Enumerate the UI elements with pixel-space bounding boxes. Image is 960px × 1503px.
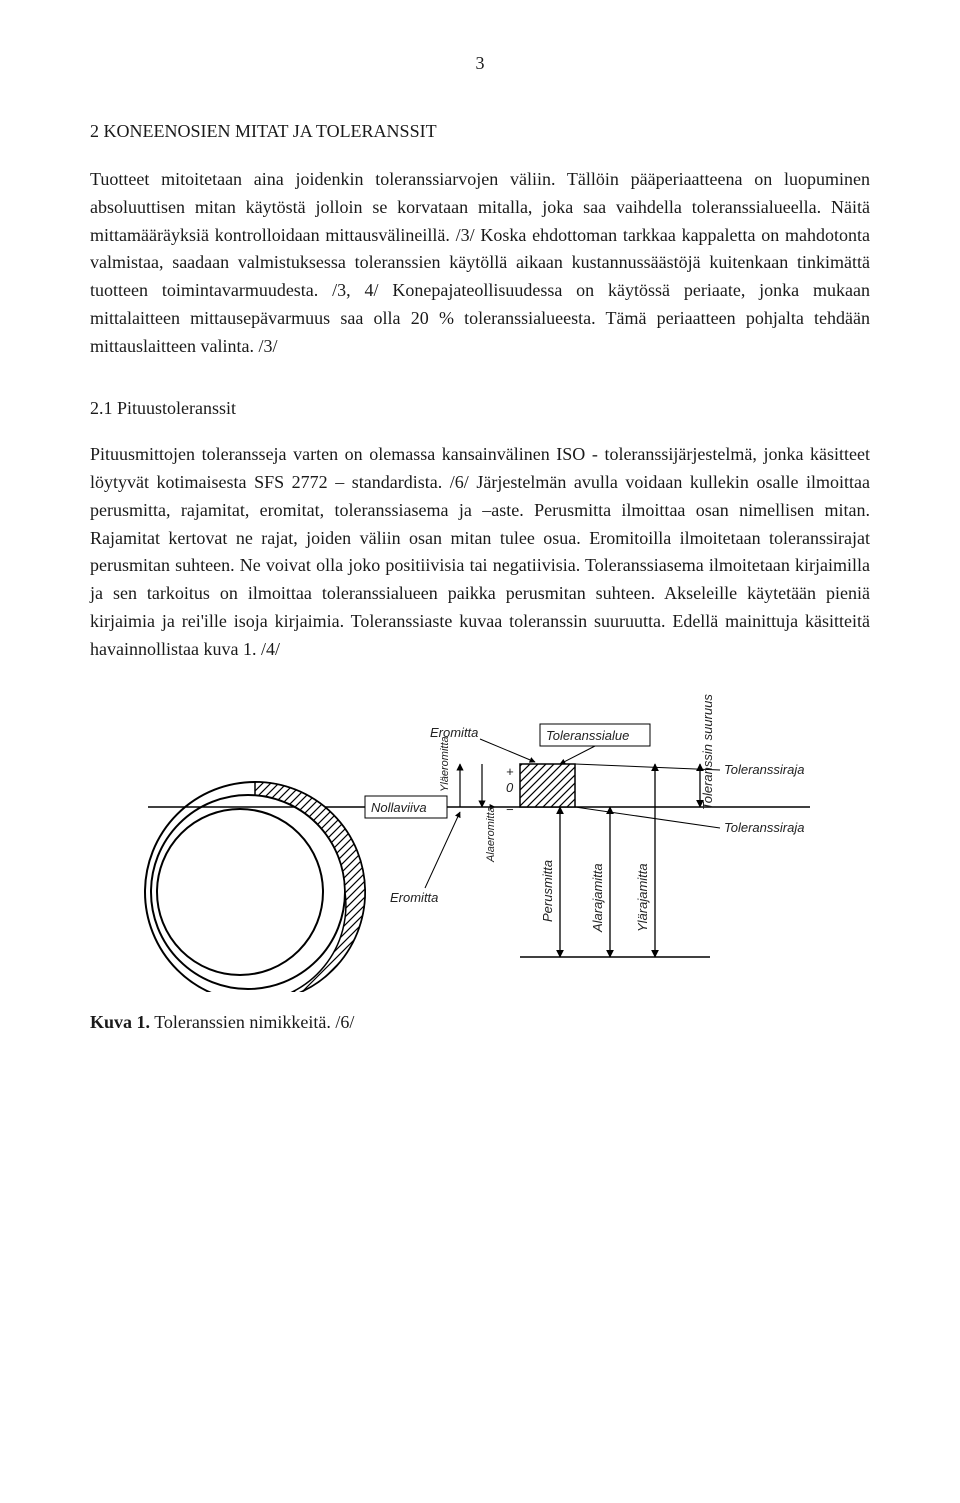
figure-1-caption: Kuva 1. Toleranssien nimikkeitä. /6/ <box>90 1009 870 1037</box>
paragraph-1: Tuotteet mitoitetaan aina joidenkin tole… <box>90 166 870 361</box>
ylarajamitta-label: Ylärajamitta <box>635 863 650 932</box>
eromitta-top-label: Eromitta <box>430 725 478 740</box>
figure-1-caption-number: Kuva 1. <box>90 1012 150 1032</box>
page: 3 2 KONEENOSIEN MITAT JA TOLERANSSIT Tuo… <box>0 0 960 1077</box>
zero-label: 0 <box>506 780 514 795</box>
figure-1-caption-text: Toleranssien nimikkeitä. /6/ <box>150 1012 354 1032</box>
figure-1: + 0 − Eromitta Toleranssialue Toleranssi… <box>90 692 870 1001</box>
heading-section-2: 2 KONEENOSIEN MITAT JA TOLERANSSIT <box>90 118 870 146</box>
alarajamitta-label: Alarajamitta <box>590 863 605 933</box>
perusmitta-label: Perusmitta <box>540 860 555 922</box>
ylaeromitta-label: Yläeromitta <box>439 736 451 792</box>
circles-icon <box>145 782 365 992</box>
nollaviiva-label: Nollaviiva <box>371 800 427 815</box>
tolerance-area-icon <box>520 764 575 807</box>
toleranssiraja-top-label: Toleranssiraja <box>724 762 804 777</box>
tolerance-diagram: + 0 − Eromitta Toleranssialue Toleranssi… <box>90 692 870 992</box>
toleranssin-suuruus-label: Toleranssin suuruus <box>700 694 715 810</box>
paragraph-2: Pituusmittojen toleransseja varten on ol… <box>90 441 870 664</box>
plus-label: + <box>506 764 514 779</box>
toleranssiraja-bottom-label: Toleranssiraja <box>724 820 804 835</box>
toleranssialue-label: Toleranssialue <box>546 728 629 743</box>
subheading-2-1: 2.1 Pituustoleranssit <box>90 395 870 423</box>
minus-label: − <box>506 802 514 817</box>
alaeromitta-label: Alaeromitta <box>485 806 497 863</box>
page-number: 3 <box>90 50 870 78</box>
eromitta-bottom-label: Eromitta <box>390 890 438 905</box>
